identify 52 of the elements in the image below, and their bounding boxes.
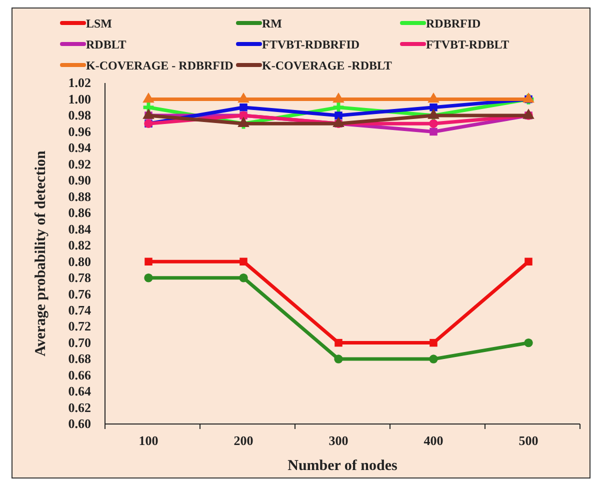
x-axis-title: Number of nodes <box>288 458 398 474</box>
y-tick-label: 0.96 <box>68 124 92 139</box>
y-tick-label: 0.80 <box>68 254 91 269</box>
y-tick-label: 0.88 <box>68 188 92 204</box>
y-tick-label: 1.02 <box>68 75 91 90</box>
y-tick-label: 0.68 <box>68 351 92 366</box>
legend-label: FTVBT-RDBLT <box>426 38 510 52</box>
x-tick-label: 500 <box>518 433 538 448</box>
legend-label: LSM <box>86 16 112 30</box>
y-tick-label: 1.00 <box>68 91 91 106</box>
point <box>430 338 438 347</box>
legend-label: FTVBT-RDBRFID <box>262 38 360 52</box>
y-tick-label: 0.90 <box>68 172 91 188</box>
legend-label: RDBLT <box>86 38 126 52</box>
y-tick-label: 0.76 <box>68 286 92 302</box>
y-tick-label: 0.60 <box>68 416 91 432</box>
point <box>240 258 248 266</box>
point <box>239 273 248 282</box>
point <box>429 354 438 364</box>
y-tick-label: 0.72 <box>68 318 91 334</box>
y-tick-label: 0.94 <box>68 140 92 156</box>
y-tick-label: 0.92 <box>68 156 91 172</box>
point <box>430 128 438 136</box>
point <box>429 119 438 128</box>
y-tick-label: 0.98 <box>68 108 92 123</box>
x-tick-label: 200 <box>234 433 254 448</box>
y-tick-label: 0.86 <box>68 205 92 220</box>
point <box>524 338 533 348</box>
point <box>334 354 343 364</box>
point <box>144 273 153 282</box>
point <box>144 258 152 266</box>
y-tick-label: 0.64 <box>68 384 92 399</box>
legend-label: RM <box>262 16 282 30</box>
y-tick-label: 0.82 <box>68 238 91 253</box>
y-tick-label: 0.78 <box>68 270 92 286</box>
x-tick-label: 100 <box>138 433 158 448</box>
point <box>430 103 438 112</box>
point <box>240 103 248 112</box>
y-tick-label: 0.62 <box>68 400 91 415</box>
legend-label: K-COVERAGE -RDBLT <box>262 58 392 72</box>
y-tick-label: 0.70 <box>68 334 91 350</box>
y-tick-label: 0.74 <box>68 302 92 318</box>
x-tick-label: 400 <box>424 433 444 448</box>
legend-label: RDBRFID <box>426 16 481 30</box>
y-axis-title: Average probability of detection <box>33 150 49 356</box>
y-tick-label: 0.66 <box>68 367 92 382</box>
point <box>334 338 342 347</box>
point <box>524 258 532 266</box>
point <box>334 112 342 120</box>
legend-label: K-COVERAGE - RDBRFID <box>86 58 234 72</box>
y-tick-label: 0.84 <box>68 221 92 236</box>
x-tick-label: 300 <box>328 433 348 448</box>
